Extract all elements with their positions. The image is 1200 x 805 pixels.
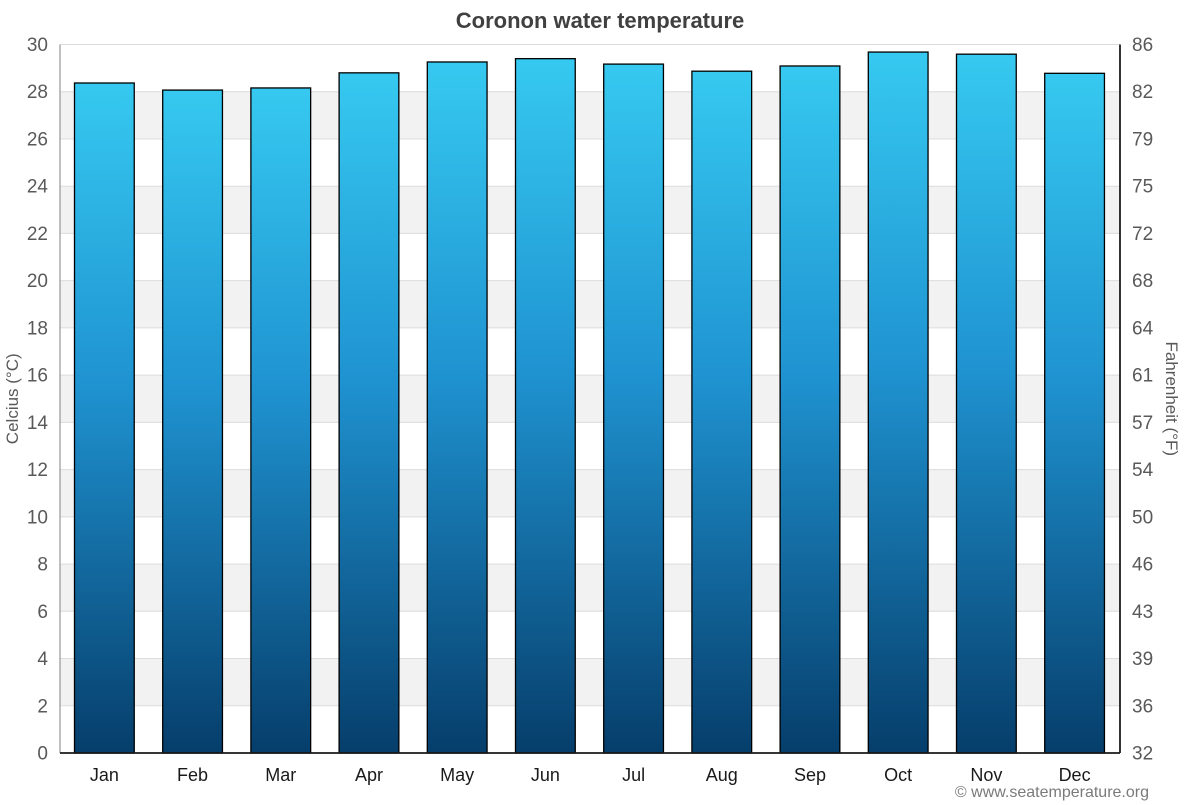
svg-text:Jun: Jun bbox=[531, 765, 560, 785]
svg-text:28: 28 bbox=[27, 82, 48, 103]
svg-text:Fahrenheit (°F): Fahrenheit (°F) bbox=[1162, 341, 1181, 456]
svg-text:Jan: Jan bbox=[90, 765, 119, 785]
svg-text:22: 22 bbox=[27, 224, 48, 245]
svg-text:Jul: Jul bbox=[622, 765, 645, 785]
svg-text:Feb: Feb bbox=[177, 765, 208, 785]
svg-text:4: 4 bbox=[37, 649, 48, 670]
svg-text:72: 72 bbox=[1132, 224, 1153, 245]
svg-text:75: 75 bbox=[1132, 177, 1153, 198]
svg-text:46: 46 bbox=[1132, 555, 1153, 576]
svg-text:8: 8 bbox=[37, 555, 48, 576]
svg-text:Apr: Apr bbox=[355, 765, 383, 785]
svg-text:Sep: Sep bbox=[794, 765, 826, 785]
svg-text:6: 6 bbox=[37, 602, 48, 623]
svg-text:57: 57 bbox=[1132, 413, 1153, 434]
svg-text:12: 12 bbox=[27, 460, 48, 481]
svg-text:Mar: Mar bbox=[265, 765, 296, 785]
svg-text:79: 79 bbox=[1132, 129, 1153, 150]
svg-text:0: 0 bbox=[37, 744, 48, 765]
svg-text:18: 18 bbox=[27, 318, 48, 339]
svg-text:20: 20 bbox=[27, 271, 48, 292]
svg-text:10: 10 bbox=[27, 507, 48, 528]
svg-text:26: 26 bbox=[27, 129, 48, 150]
svg-text:Celcius (°C): Celcius (°C) bbox=[3, 353, 22, 444]
svg-text:14: 14 bbox=[27, 413, 49, 434]
svg-text:86: 86 bbox=[1132, 35, 1153, 56]
svg-text:May: May bbox=[440, 765, 474, 785]
svg-text:54: 54 bbox=[1132, 460, 1154, 481]
svg-text:2: 2 bbox=[37, 696, 48, 717]
svg-text:Aug: Aug bbox=[706, 765, 738, 785]
svg-text:68: 68 bbox=[1132, 271, 1153, 292]
svg-text:36: 36 bbox=[1132, 696, 1153, 717]
svg-text:16: 16 bbox=[27, 366, 48, 387]
svg-text:Nov: Nov bbox=[970, 765, 1002, 785]
svg-text:43: 43 bbox=[1132, 602, 1153, 623]
svg-text:Oct: Oct bbox=[884, 765, 912, 785]
svg-text:32: 32 bbox=[1132, 744, 1153, 765]
svg-text:39: 39 bbox=[1132, 649, 1153, 670]
svg-text:82: 82 bbox=[1132, 82, 1153, 103]
svg-text:50: 50 bbox=[1132, 507, 1153, 528]
svg-text:30: 30 bbox=[27, 35, 48, 56]
svg-text:64: 64 bbox=[1132, 318, 1154, 339]
svg-text:Dec: Dec bbox=[1059, 765, 1091, 785]
svg-text:24: 24 bbox=[27, 177, 49, 198]
svg-text:61: 61 bbox=[1132, 366, 1153, 387]
